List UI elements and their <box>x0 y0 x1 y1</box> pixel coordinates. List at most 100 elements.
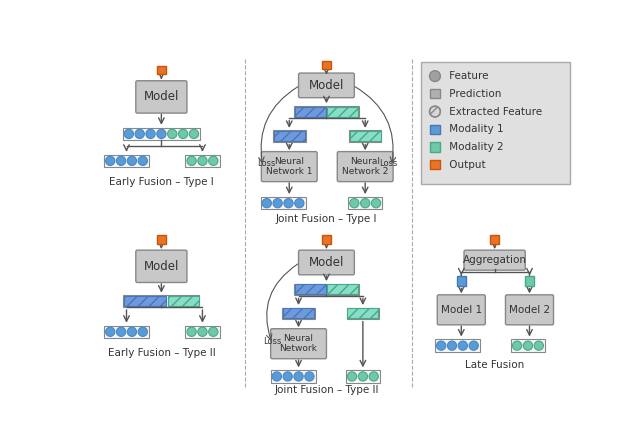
FancyBboxPatch shape <box>157 66 166 74</box>
Circle shape <box>138 327 147 336</box>
Circle shape <box>198 156 207 165</box>
FancyBboxPatch shape <box>490 235 499 244</box>
Text: Late Fusion: Late Fusion <box>465 360 524 370</box>
Text: Modality 2: Modality 2 <box>446 142 504 152</box>
Circle shape <box>447 341 457 350</box>
Circle shape <box>305 372 314 381</box>
Circle shape <box>272 372 282 381</box>
Circle shape <box>294 198 304 208</box>
FancyBboxPatch shape <box>104 326 149 338</box>
Circle shape <box>429 71 440 81</box>
FancyBboxPatch shape <box>346 370 380 383</box>
Circle shape <box>116 156 125 165</box>
Text: Prediction: Prediction <box>446 89 501 99</box>
FancyBboxPatch shape <box>294 284 359 295</box>
FancyBboxPatch shape <box>271 370 316 383</box>
FancyBboxPatch shape <box>168 296 198 306</box>
FancyBboxPatch shape <box>429 89 440 99</box>
FancyBboxPatch shape <box>437 295 485 325</box>
Text: Model 2: Model 2 <box>509 305 550 315</box>
Circle shape <box>534 341 543 350</box>
Circle shape <box>524 341 532 350</box>
FancyBboxPatch shape <box>157 235 166 244</box>
Text: Aggregation: Aggregation <box>463 255 527 265</box>
Circle shape <box>469 341 478 350</box>
Text: Neural
Network: Neural Network <box>280 334 317 354</box>
Text: Neural
Network 2: Neural Network 2 <box>342 157 388 176</box>
Text: Early Fusion – Type I: Early Fusion – Type I <box>109 177 214 187</box>
FancyBboxPatch shape <box>429 160 440 169</box>
FancyBboxPatch shape <box>261 152 317 182</box>
Circle shape <box>513 341 522 350</box>
FancyBboxPatch shape <box>525 276 534 286</box>
FancyBboxPatch shape <box>273 130 305 142</box>
FancyBboxPatch shape <box>348 197 382 210</box>
FancyBboxPatch shape <box>298 250 355 275</box>
Text: Modality 1: Modality 1 <box>446 124 504 134</box>
FancyBboxPatch shape <box>327 107 358 117</box>
Circle shape <box>187 327 196 336</box>
FancyBboxPatch shape <box>348 309 378 318</box>
Circle shape <box>106 156 115 165</box>
FancyBboxPatch shape <box>429 125 440 134</box>
Text: Joint Fusion – Type I: Joint Fusion – Type I <box>276 213 377 224</box>
FancyBboxPatch shape <box>282 308 315 319</box>
FancyBboxPatch shape <box>506 295 554 325</box>
Text: Model: Model <box>308 79 344 92</box>
FancyBboxPatch shape <box>322 61 331 69</box>
FancyBboxPatch shape <box>271 329 326 359</box>
Circle shape <box>294 372 303 381</box>
FancyBboxPatch shape <box>294 107 326 117</box>
Circle shape <box>146 129 155 138</box>
FancyBboxPatch shape <box>435 339 480 352</box>
Circle shape <box>157 129 166 138</box>
FancyBboxPatch shape <box>294 106 359 117</box>
Text: Output: Output <box>446 160 485 170</box>
Circle shape <box>138 156 147 165</box>
Circle shape <box>358 372 367 381</box>
Circle shape <box>209 156 218 165</box>
Circle shape <box>127 327 136 336</box>
Circle shape <box>179 129 188 138</box>
Circle shape <box>284 198 293 208</box>
FancyBboxPatch shape <box>123 128 200 140</box>
Circle shape <box>124 129 134 138</box>
Circle shape <box>283 372 292 381</box>
Circle shape <box>198 327 207 336</box>
Circle shape <box>429 106 440 117</box>
Circle shape <box>189 129 198 138</box>
Text: Loss: Loss <box>263 336 282 346</box>
Circle shape <box>349 198 359 208</box>
Text: Neural
Network 1: Neural Network 1 <box>266 157 312 176</box>
Circle shape <box>360 198 370 208</box>
FancyBboxPatch shape <box>349 130 381 142</box>
Text: Extracted Feature: Extracted Feature <box>446 107 542 117</box>
FancyBboxPatch shape <box>274 131 305 141</box>
FancyBboxPatch shape <box>186 326 220 338</box>
Circle shape <box>135 129 145 138</box>
Text: Early Fusion – Type II: Early Fusion – Type II <box>108 348 215 358</box>
FancyBboxPatch shape <box>349 131 381 141</box>
Circle shape <box>116 327 125 336</box>
Circle shape <box>273 198 282 208</box>
Circle shape <box>168 129 177 138</box>
Circle shape <box>262 198 271 208</box>
FancyBboxPatch shape <box>511 339 545 352</box>
FancyBboxPatch shape <box>327 284 358 294</box>
Text: Model: Model <box>144 260 179 273</box>
FancyBboxPatch shape <box>283 309 314 318</box>
FancyBboxPatch shape <box>421 62 570 184</box>
FancyBboxPatch shape <box>298 73 355 98</box>
FancyBboxPatch shape <box>260 197 305 210</box>
Circle shape <box>187 156 196 165</box>
Circle shape <box>436 341 446 350</box>
FancyBboxPatch shape <box>186 155 220 167</box>
FancyBboxPatch shape <box>464 250 525 270</box>
FancyBboxPatch shape <box>322 235 331 244</box>
Circle shape <box>458 341 467 350</box>
FancyBboxPatch shape <box>136 250 187 282</box>
Circle shape <box>369 372 378 381</box>
Circle shape <box>348 372 356 381</box>
Text: Loss: Loss <box>379 160 397 168</box>
Text: Feature: Feature <box>446 71 488 81</box>
